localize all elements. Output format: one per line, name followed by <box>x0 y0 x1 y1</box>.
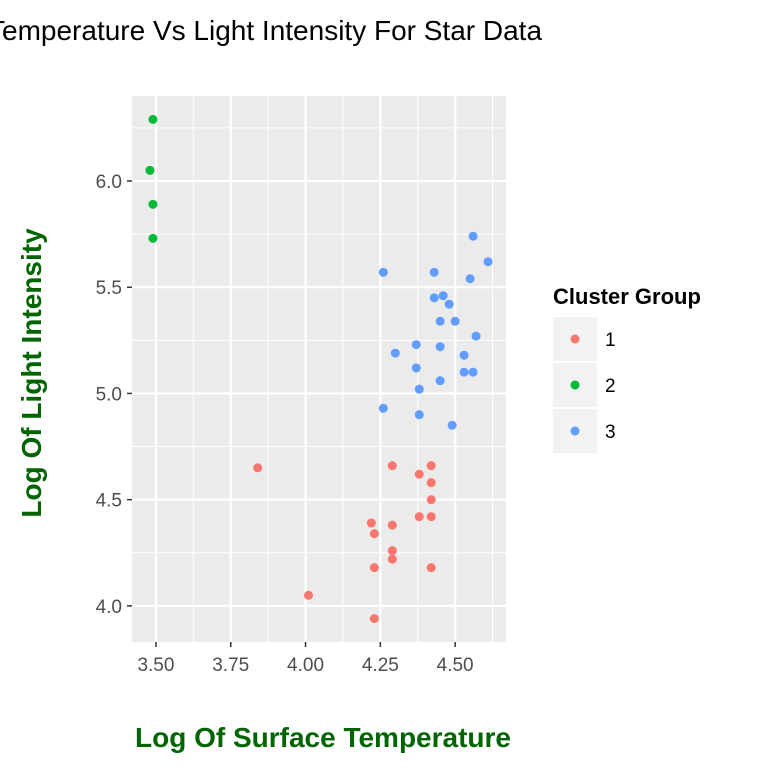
legend-key-dot-2 <box>570 380 580 390</box>
data-point-cluster-3 <box>459 350 469 360</box>
legend: Cluster Group 1 2 3 <box>553 284 701 453</box>
data-point-cluster-1 <box>426 512 436 522</box>
data-point-cluster-3 <box>429 267 439 277</box>
data-point-cluster-2 <box>145 165 155 175</box>
data-point-cluster-1 <box>414 469 424 479</box>
data-point-cluster-3 <box>465 274 475 284</box>
data-point-cluster-1 <box>426 495 436 505</box>
data-point-cluster-3 <box>429 293 439 303</box>
y-axis-title: Log Of Light Intensity <box>16 228 47 518</box>
data-point-cluster-3 <box>450 316 460 326</box>
data-point-cluster-3 <box>483 257 493 267</box>
plot-panel <box>132 96 506 642</box>
y-axis: 4.0 4.5 5.0 5.5 6.0 <box>96 172 132 618</box>
data-point-cluster-1 <box>253 463 263 473</box>
x-axis-title: Log Of Surface Temperature <box>135 722 511 753</box>
legend-label-3: 3 <box>605 422 616 443</box>
major-gridlines <box>132 96 506 642</box>
legend-label-2: 2 <box>605 376 616 397</box>
y-tick-label: 4.0 <box>96 597 122 618</box>
data-point-cluster-1 <box>387 520 397 530</box>
chart-title: Temperature Vs Light Intensity For Star … <box>0 15 542 46</box>
data-point-cluster-3 <box>444 299 454 309</box>
data-point-cluster-3 <box>411 363 421 373</box>
data-point-cluster-3 <box>411 340 421 350</box>
legend-key-dot-3 <box>570 426 580 436</box>
data-point-cluster-1 <box>366 518 376 528</box>
x-tick-label: 3.75 <box>212 655 249 676</box>
y-tick-label: 4.5 <box>96 491 122 512</box>
data-point-cluster-3 <box>435 316 445 326</box>
data-point-cluster-3 <box>414 384 424 394</box>
x-axis: 3.50 3.75 4.00 4.25 4.50 <box>137 642 474 676</box>
data-point-cluster-3 <box>435 376 445 386</box>
data-point-cluster-1 <box>426 478 436 488</box>
data-point-cluster-1 <box>304 590 314 600</box>
data-point-cluster-3 <box>435 342 445 352</box>
data-point-cluster-3 <box>471 331 481 341</box>
data-point-cluster-3 <box>438 291 448 301</box>
data-point-cluster-2 <box>148 114 158 124</box>
data-point-cluster-3 <box>468 367 478 377</box>
data-point-cluster-1 <box>426 461 436 471</box>
y-tick-label: 6.0 <box>96 172 122 193</box>
data-point-cluster-1 <box>387 461 397 471</box>
data-point-cluster-1 <box>426 563 436 573</box>
x-tick-label: 3.50 <box>137 655 174 676</box>
data-point-cluster-2 <box>148 233 158 243</box>
data-point-cluster-3 <box>390 348 400 358</box>
data-point-cluster-1 <box>369 563 379 573</box>
data-points <box>145 114 493 624</box>
data-point-cluster-1 <box>369 529 379 539</box>
data-point-cluster-1 <box>369 614 379 624</box>
data-point-cluster-3 <box>447 420 457 430</box>
y-tick-label: 5.0 <box>96 384 122 405</box>
data-point-cluster-1 <box>414 512 424 522</box>
x-tick-label: 4.00 <box>287 655 324 676</box>
legend-title: Cluster Group <box>553 284 701 309</box>
data-point-cluster-3 <box>468 231 478 241</box>
data-point-cluster-3 <box>378 403 388 413</box>
data-point-cluster-3 <box>414 410 424 420</box>
data-point-cluster-1 <box>387 546 397 556</box>
data-point-cluster-3 <box>378 267 388 277</box>
data-point-cluster-1 <box>387 554 397 564</box>
data-point-cluster-3 <box>459 367 469 377</box>
y-tick-label: 5.5 <box>96 278 122 299</box>
data-point-cluster-2 <box>148 199 158 209</box>
x-tick-label: 4.50 <box>437 655 474 676</box>
legend-label-1: 1 <box>605 330 616 351</box>
legend-key-dot-1 <box>570 334 580 344</box>
x-tick-label: 4.25 <box>362 655 399 676</box>
minor-gridlines <box>132 96 506 642</box>
